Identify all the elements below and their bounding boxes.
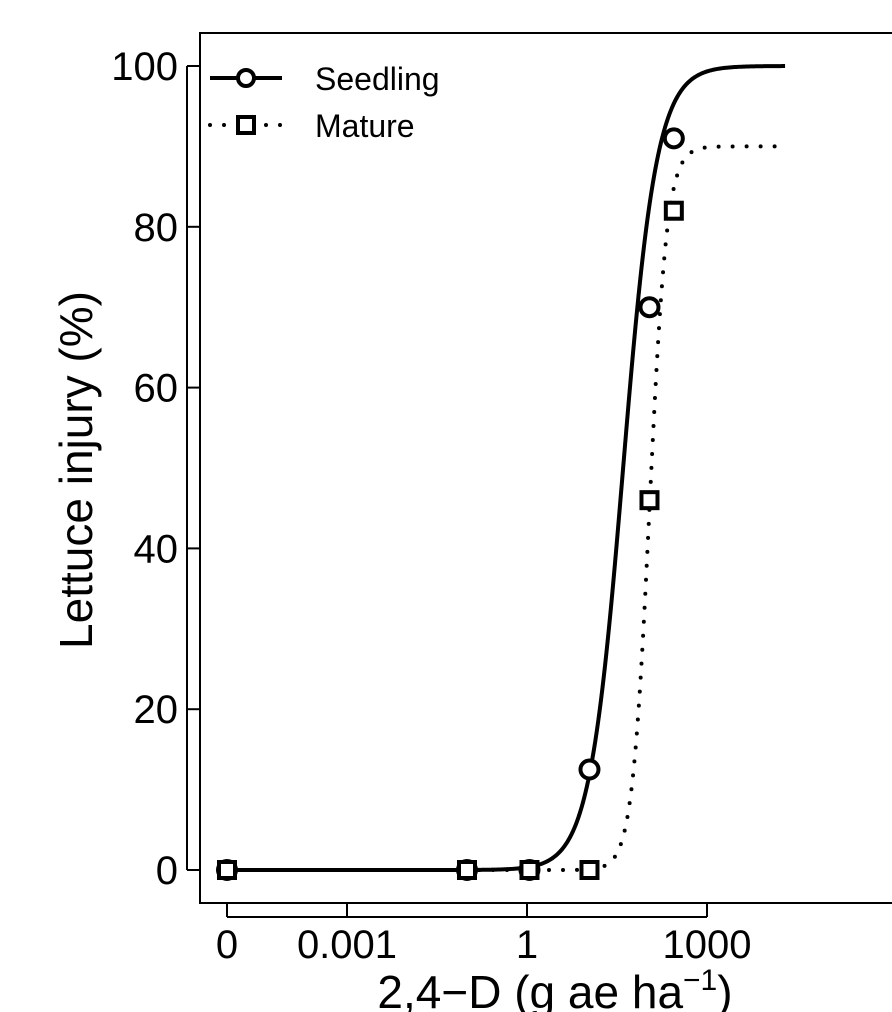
plot-frame [199, 32, 892, 904]
x-axis-title: 2,4−D (g ae ha−1) [377, 964, 732, 1012]
x-axis-title-main: 2,4−D (g ae ha [377, 966, 683, 1012]
point-mature [639, 490, 660, 511]
x-tick-label: 1000 [663, 923, 752, 967]
y-axis-title: Lettuce injury (%) [50, 291, 102, 649]
point-mature [579, 860, 600, 880]
point-seedling [662, 127, 685, 150]
legend-seedling-label: Seedling [315, 61, 440, 97]
data-points [216, 127, 685, 881]
legend-mature-label: Mature [315, 108, 415, 144]
y-axis: 0 20 40 60 80 100 [111, 45, 200, 893]
x-tick-label: 1 [516, 923, 538, 967]
x-axis-title-close: ) [717, 966, 732, 1012]
x-tick-label: 0 [216, 923, 238, 967]
point-seedling [638, 296, 661, 319]
y-tick-label: 80 [134, 206, 179, 250]
x-axis: 0 0.001 1 1000 [216, 903, 752, 967]
curve-mature [225, 144, 788, 872]
y-tick-label: 0 [156, 849, 178, 893]
y-tick-label: 60 [134, 367, 179, 411]
y-tick-label: 20 [134, 688, 179, 732]
curve-seedling [227, 64, 786, 872]
x-tick-label: 0.001 [297, 923, 397, 967]
point-mature [663, 200, 684, 221]
fitted-curves [225, 64, 788, 872]
x-axis-title-superscript: −1 [683, 964, 717, 997]
y-tick-label: 100 [111, 45, 178, 89]
point-seedling [578, 758, 601, 781]
legend-seedling-marker [236, 68, 256, 88]
y-tick-label: 40 [134, 527, 179, 571]
legend: Seedling Mature [208, 61, 440, 144]
point-mature [519, 860, 540, 880]
point-mature [217, 860, 237, 880]
point-mature [457, 860, 477, 880]
legend-mature-marker [236, 115, 256, 135]
